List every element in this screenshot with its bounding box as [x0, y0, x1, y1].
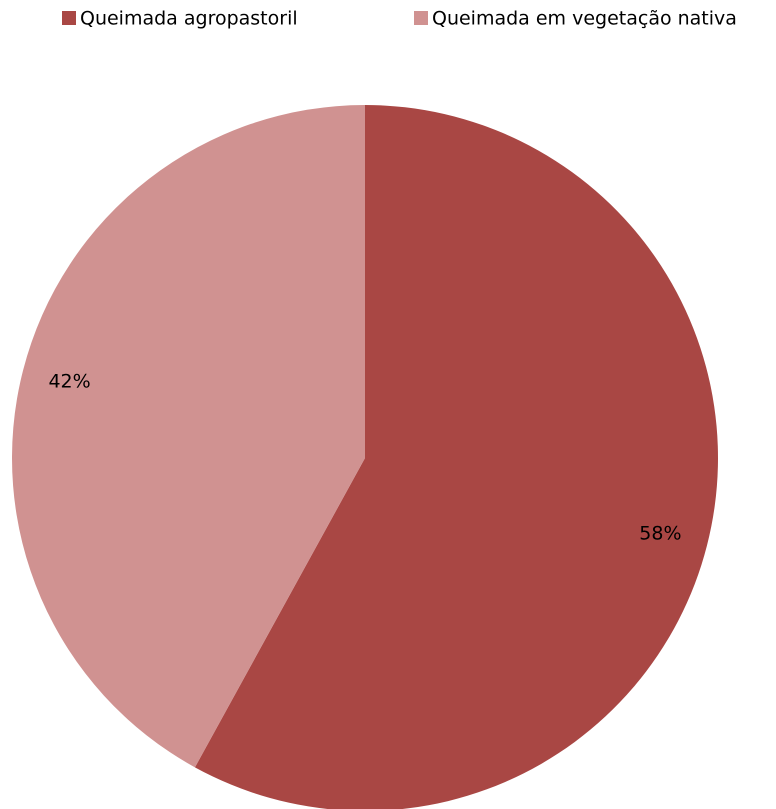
legend-label: Queimada agropastoril	[80, 8, 298, 30]
pie-slice	[12, 105, 365, 768]
data-label: 42%	[48, 371, 90, 393]
pie-slice	[194, 105, 718, 809]
legend-swatch	[414, 11, 428, 25]
legend-label: Queimada em vegetação nativa	[432, 8, 737, 30]
data-label: 58%	[639, 522, 681, 544]
legend-swatch	[62, 11, 76, 25]
